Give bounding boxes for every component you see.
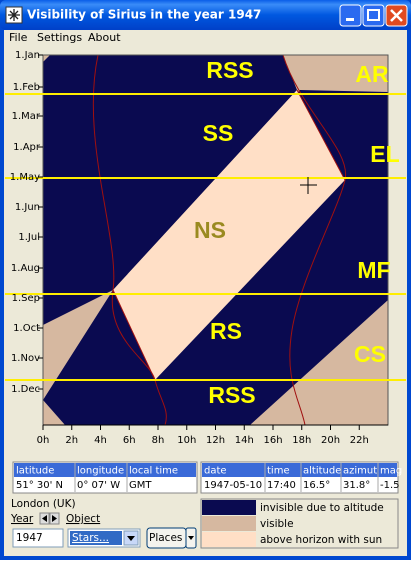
crosshair <box>300 177 317 194</box>
dropdown-arrow <box>188 536 194 540</box>
x-label: 10h <box>177 435 196 446</box>
x-label: 14h <box>235 435 254 446</box>
table-header <box>14 463 196 477</box>
table-header-cell: latitude <box>16 466 54 477</box>
maximize-icon <box>367 9 380 21</box>
app-icon-star <box>8 9 20 21</box>
table-header-cell: date <box>204 466 227 477</box>
x-label: 2h <box>65 435 78 446</box>
places-label: Places <box>149 532 182 544</box>
y-label: 1.Sep <box>12 293 40 304</box>
y-label: 1.Jul <box>18 232 40 243</box>
table-header-cell: azimut <box>343 466 377 477</box>
yellow-lines <box>5 93 406 381</box>
legend-label: visible <box>260 518 294 530</box>
x-label: 0h <box>37 435 50 446</box>
legend-swatch <box>202 500 256 515</box>
y-label: 1.Oct <box>13 323 40 334</box>
table-header-cell: time <box>267 466 290 477</box>
title-bar <box>0 0 411 30</box>
region-label: SS <box>203 120 234 146</box>
table-cell: 1947-05-10 <box>204 480 262 491</box>
y-label: 1.Feb <box>13 82 40 93</box>
object-value: Stars... <box>72 532 109 544</box>
region-label: MF <box>357 257 390 283</box>
x-label: 18h <box>292 435 311 446</box>
object-label: Object <box>66 513 100 525</box>
table-cell: -1.5 <box>380 480 400 491</box>
minimize-icon <box>346 18 354 21</box>
region-label: RS <box>210 318 242 344</box>
maximize-button[interactable] <box>362 4 385 27</box>
close-icon <box>390 9 403 22</box>
x-label: 12h <box>206 435 225 446</box>
x-label: 4h <box>94 435 107 446</box>
table-cell: 51° 30' N <box>16 480 63 491</box>
sun-region <box>113 90 345 380</box>
table-header-cell: altitude <box>303 466 341 477</box>
curve <box>112 89 346 381</box>
invisible-region <box>43 55 297 325</box>
info-tables <box>12 461 399 494</box>
curve <box>282 55 347 425</box>
table-cell: 31.8° <box>343 480 370 491</box>
region-label: RSS <box>208 382 255 408</box>
x-label: 6h <box>123 435 136 446</box>
legend: invisible due to altitude visible above … <box>200 498 399 549</box>
x-label: 8h <box>152 435 165 446</box>
year-value: 1947 <box>16 532 43 544</box>
legend-label: invisible due to altitude <box>260 502 384 514</box>
legend-swatch <box>202 516 256 531</box>
y-label: 1.Aug <box>11 263 40 274</box>
legend-swatch <box>202 532 256 547</box>
region-label: NS <box>194 217 226 243</box>
table-header-cell: mag <box>380 466 402 477</box>
curve <box>92 55 167 425</box>
y-label: 1.Apr <box>13 142 41 153</box>
menu-item[interactable]: File <box>9 31 28 44</box>
y-label: 1.Dec <box>11 384 40 395</box>
table-cell: 17:40 <box>267 480 296 491</box>
menu-item[interactable]: About <box>88 31 121 44</box>
dropdown-arrow <box>127 536 135 541</box>
table-header-cell: local time <box>129 466 178 477</box>
menu-item[interactable]: Settings <box>37 31 82 44</box>
plot-area <box>43 55 388 425</box>
region-label: EL <box>370 141 399 167</box>
y-label: 1.Mar <box>12 111 41 122</box>
y-label: 1.May <box>10 172 40 183</box>
region-label: RSS <box>206 57 253 83</box>
region-label: AR <box>355 61 389 87</box>
y-label: 1.Jan <box>15 50 40 61</box>
table-cell: 16.5° <box>303 480 330 491</box>
x-label: 22h <box>350 435 369 446</box>
menu-bar: File Settings About <box>9 31 121 44</box>
region-label: CS <box>354 341 386 367</box>
table-header-cell: longitude <box>77 466 124 477</box>
y-label: 1.Jun <box>15 202 40 213</box>
window-title: Visibility of Sirius in the year 1947 <box>27 8 261 22</box>
table-header <box>202 463 397 477</box>
table-cell: GMT <box>129 480 152 491</box>
place-label: London (UK) <box>11 498 76 510</box>
x-label: 16h <box>263 435 282 446</box>
select-highlight <box>70 531 122 545</box>
year-label: Year <box>10 513 34 525</box>
window-buttons[interactable] <box>339 4 408 27</box>
spin-arrows <box>42 515 57 522</box>
table-cell: 0° 07' W <box>77 480 120 491</box>
minimize-button[interactable] <box>339 4 362 27</box>
y-label: 1.Nov <box>11 353 40 364</box>
legend-label: above horizon with sun <box>260 534 382 546</box>
year-input[interactable] <box>12 528 64 548</box>
x-label: 20h <box>321 435 340 446</box>
